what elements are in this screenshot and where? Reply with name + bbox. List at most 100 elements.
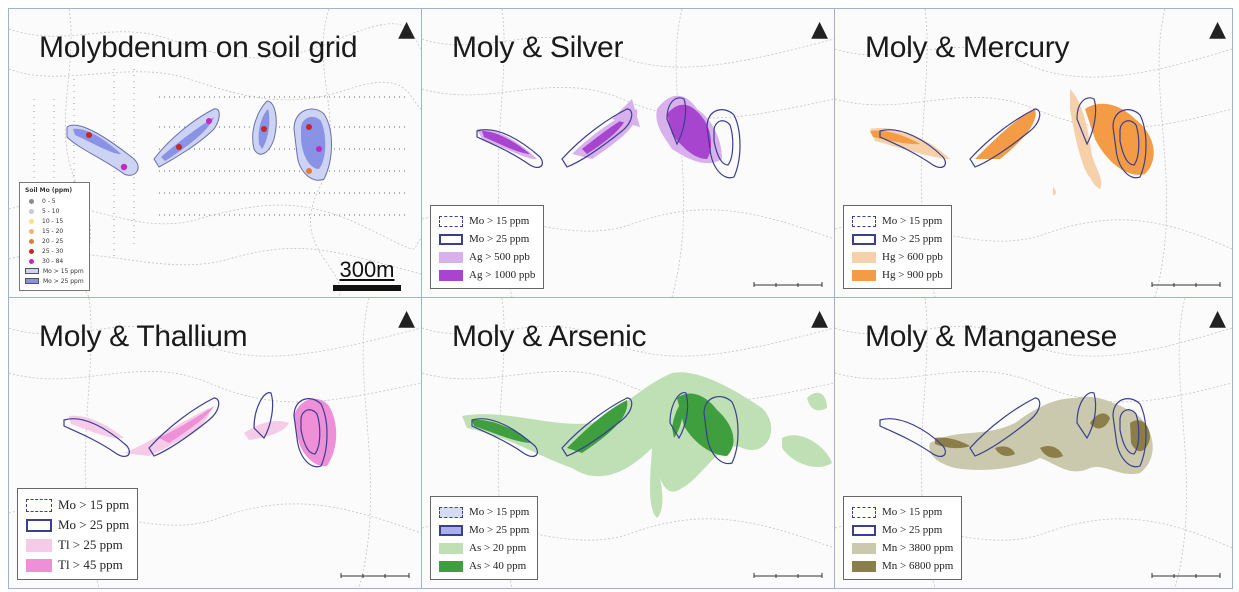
legend-swatch — [852, 506, 876, 518]
legend-label: 20 - 25 — [42, 237, 64, 245]
panel-title: Molybdenum on soil grid — [39, 31, 358, 64]
panel-molybdenum-soil-grid: Molybdenum on soil grid ▲ Soil Mo (ppm) … — [8, 8, 422, 298]
legend-label: Mo > 25 ppm — [882, 524, 943, 536]
legend-row: As > 20 ppm — [439, 539, 529, 557]
legend-label: Tl > 25 ppm — [58, 537, 123, 552]
legend-row: Tl > 25 ppm — [26, 535, 129, 555]
mo-anomaly-zones — [66, 100, 332, 181]
silver-map — [422, 9, 834, 297]
silver-anomalies — [477, 95, 722, 164]
legend-label: 10 - 15 — [42, 217, 64, 225]
grid-dots-horizontal — [159, 96, 409, 216]
legend-label: Tl > 45 ppm — [58, 557, 123, 572]
panel-title: Moly & Thallium — [39, 320, 248, 353]
legend-row: Mo > 15 ppm — [439, 503, 529, 521]
legend-swatch — [439, 524, 463, 536]
scale-bar — [753, 573, 823, 578]
legend-label: 15 - 20 — [42, 227, 64, 235]
panel-title: Moly & Arsenic — [452, 320, 647, 353]
scale-bar — [1151, 573, 1221, 578]
legend-row: Mo > 15 ppm — [26, 495, 129, 515]
legend-row: Mo > 25 ppm — [439, 230, 535, 248]
legend-row: Mo > 25 ppm — [439, 521, 529, 539]
legend-swatch — [439, 542, 463, 554]
legend-label: Ag > 500 ppb — [469, 251, 530, 263]
thallium-legend: Mo > 15 ppm Mo > 25 ppm Tl > 25 ppm Tl >… — [17, 488, 139, 580]
legend-row: Ag > 500 ppb — [439, 248, 535, 266]
mercury-map — [835, 9, 1232, 297]
panel-moly-mercury: Moly & Mercury ▲ Mo > 15 ppm Mo > 25 ppm… — [834, 8, 1233, 298]
legend-dot — [29, 228, 34, 234]
scale-bar-line — [333, 285, 401, 291]
legend-swatch — [852, 215, 876, 227]
mercury-legend: Mo > 15 ppm Mo > 25 ppm Hg > 600 ppb Hg … — [843, 205, 952, 289]
north-arrow-icon: ▲ — [1209, 306, 1226, 331]
legend-label: Mo > 25 ppm — [469, 524, 530, 536]
legend-swatch — [439, 269, 463, 281]
north-arrow-icon: ▲ — [398, 17, 415, 42]
legend-label: Mo > 25 ppm — [43, 277, 84, 285]
legend-swatch — [852, 251, 876, 263]
legend-swatch — [26, 518, 52, 532]
legend-swatch — [439, 251, 463, 263]
panel-moly-silver: Moly & Silver ▲ Mo > 15 ppm Mo > 25 ppm … — [421, 8, 835, 298]
legend-row: Hg > 900 ppb — [852, 266, 943, 284]
legend-label: Hg > 900 ppb — [882, 269, 943, 281]
legend-swatch — [852, 524, 876, 536]
legend-label: Mo > 25 ppm — [58, 517, 130, 532]
soil-grid-map — [9, 9, 421, 297]
legend-label: As > 40 ppm — [469, 560, 527, 572]
legend-row: Mo > 15 ppm — [25, 266, 84, 276]
legend-title: Soil Mo (ppm) — [25, 187, 73, 194]
legend-dot — [29, 238, 34, 244]
legend-swatch — [26, 498, 52, 512]
legend-label: Mo > 15 ppm — [58, 497, 130, 512]
legend-row: Mo > 15 ppm — [439, 212, 535, 230]
legend-label: 0 - 5 — [42, 197, 56, 205]
legend-swatch — [852, 542, 876, 554]
scale-label: 300m — [339, 257, 395, 282]
soil-mo-legend: Soil Mo (ppm) 0 - 5 5 - 10 10 - 15 15 - … — [19, 182, 90, 291]
legend-label: Mo > 15 ppm — [469, 506, 530, 518]
legend-swatch — [26, 538, 52, 552]
legend-row: Hg > 600 ppb — [852, 248, 943, 266]
legend-row: Mo > 15 ppm — [852, 212, 943, 230]
manganese-anomalies — [929, 396, 1153, 475]
legend-swatch — [25, 268, 39, 274]
legend-row: Tl > 45 ppm — [26, 555, 129, 575]
legend-row: 10 - 15 — [25, 216, 84, 226]
legend-label: Mo > 25 ppm — [469, 233, 530, 245]
legend-row: 0 - 5 — [25, 196, 84, 206]
legend-label: Mo > 25 ppm — [882, 233, 943, 245]
legend-swatch — [26, 558, 52, 572]
legend-swatch — [439, 233, 463, 245]
legend-row: Mn > 6800 ppm — [852, 557, 953, 575]
scale-bar — [1151, 282, 1221, 287]
scale-bar: 300m — [333, 257, 401, 291]
panel-moly-manganese: Moly & Manganese ▲ Mo > 15 ppm Mo > 25 p… — [834, 297, 1233, 589]
legend-label: Hg > 600 ppb — [882, 251, 943, 263]
arsenic-map — [422, 298, 834, 588]
mo-outlines — [879, 97, 1147, 179]
legend-row: As > 40 ppm — [439, 557, 529, 575]
legend-row: 15 - 20 — [25, 226, 84, 236]
mo-outlines — [471, 392, 739, 465]
scale-bar — [753, 282, 823, 287]
legend-row: Mn > 3800 ppm — [852, 539, 953, 557]
panel-moly-thallium: Moly & Thallium ▲ Mo > 15 ppm Mo > 25 pp… — [8, 297, 422, 589]
legend-label: As > 20 ppm — [469, 542, 527, 554]
legend-label: 25 - 30 — [42, 247, 64, 255]
panel-title: Moly & Mercury — [865, 31, 1070, 64]
legend-swatch — [852, 233, 876, 245]
legend-row: 20 - 25 — [25, 236, 84, 246]
legend-label: Mo > 15 ppm — [882, 215, 943, 227]
north-arrow-icon: ▲ — [398, 306, 415, 331]
legend-swatch — [852, 269, 876, 281]
silver-legend: Mo > 15 ppm Mo > 25 ppm Ag > 500 ppb Ag … — [430, 205, 545, 289]
legend-swatch — [439, 560, 463, 572]
legend-row: Mo > 25 ppm — [852, 230, 943, 248]
legend-label: Mn > 3800 ppm — [882, 542, 954, 554]
thallium-map — [9, 298, 421, 588]
mo-outlines — [63, 392, 328, 468]
